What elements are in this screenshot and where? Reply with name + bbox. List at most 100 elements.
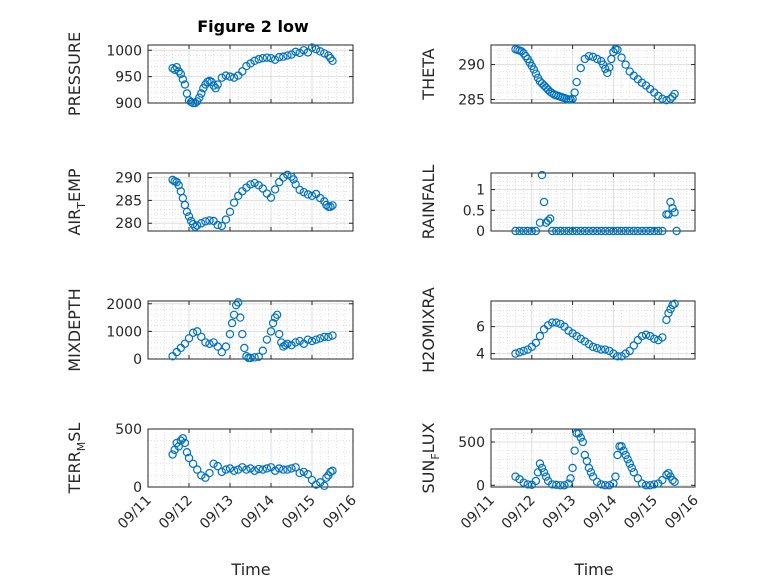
data-series: [168, 434, 337, 491]
y-axis-label: TERRMSL: [65, 423, 88, 495]
data-point: [184, 453, 194, 463]
data-point: [311, 335, 321, 344]
panel-3: 280 285 290 AIRTEMP: [65, 168, 354, 236]
data-point: [266, 193, 276, 202]
data-point: [586, 468, 596, 477]
y-axis-label: AIRTEMP: [65, 168, 88, 235]
data-point: [303, 48, 313, 57]
data-point: [592, 477, 602, 487]
data-point: [201, 217, 210, 226]
data-point: [326, 53, 335, 63]
data-point: [588, 472, 598, 481]
data-point: [645, 226, 655, 236]
data-point: [225, 207, 235, 217]
data-point: [578, 437, 588, 447]
x-tick-label: 09/15: [621, 493, 661, 533]
data-point: [662, 96, 671, 105]
data-series: [511, 299, 679, 361]
data-point: [250, 178, 259, 188]
data-point: [641, 330, 651, 339]
data-point: [519, 226, 528, 236]
y-tick-label: 2000: [106, 297, 142, 313]
data-point: [658, 475, 667, 485]
data-point: [326, 202, 335, 211]
data-point: [613, 352, 622, 361]
x-axis-label-left: Time: [230, 560, 270, 579]
data-point: [658, 333, 667, 342]
data-point: [535, 331, 545, 341]
data-point: [668, 300, 677, 310]
data-point: [621, 60, 630, 69]
data-point: [617, 442, 626, 451]
data-point: [566, 474, 575, 483]
data-point: [246, 59, 255, 68]
data-point: [291, 47, 300, 57]
data-point: [176, 436, 185, 445]
data-point: [192, 465, 202, 474]
data-point: [572, 77, 581, 87]
data-point: [182, 448, 192, 457]
data-point: [662, 470, 671, 480]
data-point: [250, 466, 259, 475]
data-point: [242, 61, 251, 71]
data-point: [515, 226, 524, 236]
data-point: [535, 459, 545, 468]
data-point: [172, 62, 181, 72]
data-point: [645, 481, 655, 490]
data-point: [180, 80, 190, 89]
data-point: [299, 187, 308, 197]
data-point: [201, 338, 210, 347]
y-tick-label: 950: [115, 70, 142, 86]
data-point: [197, 219, 206, 228]
data-point: [633, 226, 643, 236]
y-tick-label: 0: [133, 480, 142, 496]
data-point: [233, 191, 243, 201]
y-tick-label: 0: [476, 478, 485, 494]
y-axis-label: THETA: [419, 48, 438, 100]
data-point: [283, 170, 292, 180]
data-point: [275, 464, 284, 473]
x-tick-label: 09/13: [540, 493, 580, 533]
data-point: [328, 56, 337, 66]
data-point: [307, 191, 317, 201]
data-point: [629, 341, 639, 350]
data-point: [617, 226, 626, 236]
data-point: [303, 190, 313, 199]
y-tick-label: 1: [476, 183, 485, 199]
data-series: [168, 43, 337, 108]
data-point: [664, 308, 673, 318]
data-point: [541, 472, 551, 481]
data-point: [605, 226, 614, 236]
data-point: [229, 198, 239, 207]
data-point: [258, 184, 267, 193]
data-point: [275, 329, 284, 339]
y-axis-label: RAINFALL: [419, 165, 438, 240]
data-point: [621, 450, 630, 460]
data-point: [182, 207, 192, 217]
data-point: [637, 479, 647, 488]
data-point: [287, 50, 296, 59]
data-point: [233, 465, 243, 474]
data-point: [668, 204, 677, 213]
data-point: [637, 331, 647, 341]
data-point: [242, 465, 251, 474]
x-tick-label: 09/16: [320, 492, 360, 532]
data-point: [307, 43, 317, 52]
y-tick-label: 500: [458, 435, 485, 451]
data-point: [588, 52, 598, 62]
data-point: [320, 332, 329, 342]
x-tick-label: 09/12: [499, 493, 539, 533]
y-tick-label: 0: [476, 224, 485, 240]
data-point: [596, 345, 606, 354]
data-point: [324, 332, 333, 342]
data-point: [552, 318, 561, 327]
y-tick-label: 1000: [106, 324, 142, 340]
data-point: [217, 73, 226, 82]
data-point: [545, 214, 555, 223]
data-point: [176, 69, 185, 79]
data-point: [184, 334, 194, 343]
data-point: [303, 470, 313, 479]
data-point: [168, 450, 177, 459]
data-point: [658, 226, 667, 236]
